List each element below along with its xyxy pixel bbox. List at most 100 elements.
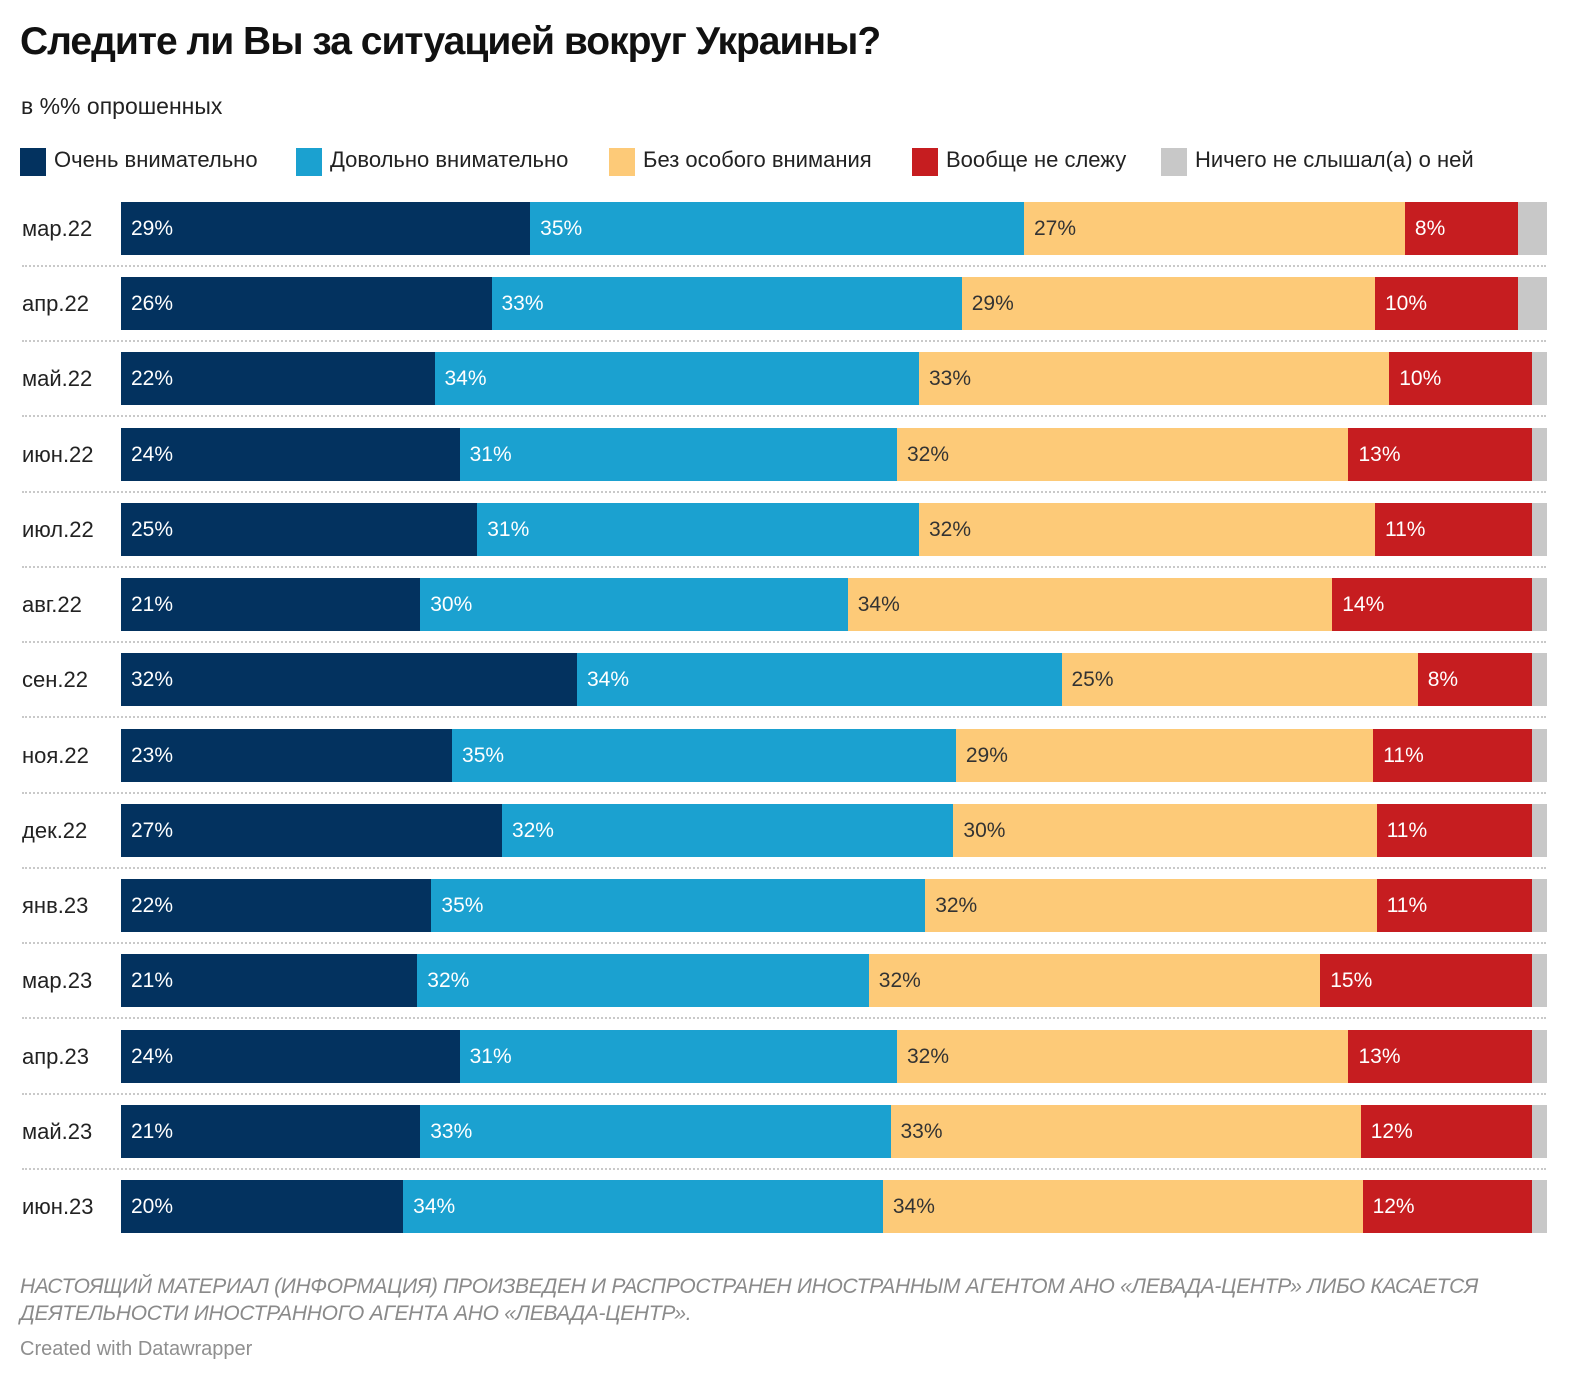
bar-segment: 24% [121, 428, 461, 481]
data-label: 25% [1071, 668, 1114, 691]
data-label: 10% [1399, 367, 1442, 390]
data-label: 32% [427, 969, 470, 992]
data-label: 34% [857, 593, 900, 616]
chart-subtitle: в %% опрошенных [21, 93, 223, 119]
bar-segment: 29% [955, 729, 1374, 782]
data-label: 24% [131, 1045, 174, 1068]
bar-segment: 15% [1320, 954, 1533, 1007]
chart-notes: НАСТОЯЩИЙ МАТЕРИАЛ (ИНФОРМАЦИЯ) ПРОИЗВЕД… [20, 1275, 1479, 1325]
bar-segment: 35% [452, 729, 957, 782]
data-label: 34% [444, 367, 487, 390]
data-label: 11% [1386, 894, 1428, 917]
data-label: 12% [1372, 1195, 1415, 1218]
data-label: 33% [501, 292, 544, 315]
bar-segment: 11% [1376, 804, 1533, 857]
data-label: 32% [906, 1045, 950, 1068]
data-label: 29% [965, 744, 1008, 767]
bar-segment: 32% [121, 653, 578, 706]
bar-segment: 27% [121, 804, 503, 857]
bar-segment: 27% [1023, 202, 1406, 255]
bar-segment: 35% [530, 202, 1025, 255]
legend-swatch [296, 148, 322, 176]
bar-segment [1517, 277, 1547, 330]
bar-segment: 11% [1373, 729, 1533, 782]
category-label: янв.23 [22, 893, 89, 918]
bar-segment: 32% [868, 954, 1321, 1007]
data-label: 15% [1330, 969, 1373, 992]
bar-segment: 14% [1332, 578, 1533, 631]
data-label: 33% [900, 1120, 943, 1143]
bar-segment [1531, 1105, 1547, 1158]
bar-segment [1531, 804, 1547, 857]
bar-segment: 31% [459, 1030, 898, 1083]
row-separator [22, 867, 1546, 869]
data-label: 12% [1370, 1120, 1413, 1143]
data-label: 25% [131, 518, 174, 541]
data-label: 29% [971, 292, 1014, 315]
data-label: 27% [1033, 217, 1076, 240]
bar-segment [1531, 428, 1547, 481]
bar-segment: 34% [882, 1180, 1364, 1233]
row-separator [22, 716, 1546, 718]
data-label: 30% [963, 819, 1006, 842]
data-label: 22% [131, 367, 174, 390]
bar-segment: 32% [919, 503, 1376, 556]
legend-label: Без особого внимания [643, 147, 872, 172]
bar-segment [1531, 352, 1547, 405]
chart-credit: Created with Datawrapper [20, 1338, 253, 1360]
bar-segment: 30% [953, 804, 1378, 857]
data-label: 34% [413, 1195, 456, 1218]
data-label: 8% [1414, 217, 1446, 240]
bar-segment [1531, 1030, 1547, 1083]
bar-segment: 20% [121, 1180, 404, 1233]
data-label: 32% [131, 668, 174, 691]
bar-segment: 32% [925, 879, 1378, 932]
bar-segment: 22% [121, 352, 436, 405]
data-label: 21% [131, 1120, 174, 1143]
data-label: 11% [1383, 744, 1424, 767]
data-label: 31% [469, 443, 512, 466]
category-label: май.23 [22, 1119, 93, 1144]
bar-segment: 33% [919, 352, 1390, 405]
data-label: 24% [131, 443, 174, 466]
bar-segment: 12% [1362, 1180, 1533, 1233]
bar-segment: 11% [1375, 503, 1533, 556]
bar-segment: 34% [403, 1180, 884, 1233]
data-label: 21% [131, 969, 174, 992]
bar-segment: 33% [890, 1105, 1362, 1158]
data-label: 13% [1358, 1045, 1401, 1068]
bar-segment: 21% [121, 578, 421, 631]
data-label: 29% [131, 217, 174, 240]
row-separator [22, 491, 1546, 493]
legend-swatch [1161, 148, 1187, 176]
bar-segment: 31% [477, 503, 920, 556]
data-label: 35% [462, 744, 505, 767]
category-label: апр.23 [22, 1044, 89, 1069]
legend-label: Ничего не слышал(а) о ней [1195, 147, 1474, 172]
bar-segment: 25% [121, 503, 478, 556]
bar-segment: 23% [121, 729, 453, 782]
data-label: 11% [1385, 518, 1426, 541]
category-label: июн.23 [22, 1194, 94, 1219]
data-label: 22% [131, 894, 174, 917]
data-label: 32% [935, 894, 978, 917]
data-label: 32% [511, 819, 554, 842]
row-separator [22, 265, 1546, 267]
bar-segment: 33% [491, 277, 963, 330]
bar-segment [1531, 653, 1547, 706]
legend-swatch [20, 148, 46, 176]
bar-segment: 26% [121, 277, 493, 330]
data-label: 31% [469, 1045, 512, 1068]
category-label: авг.22 [22, 592, 82, 617]
bar-segment [1517, 202, 1547, 255]
category-label: сен.22 [22, 667, 88, 692]
data-label: 34% [892, 1195, 935, 1218]
data-label: 11% [1386, 819, 1428, 842]
legend-label: Очень внимательно [54, 147, 258, 172]
bar-segment: 29% [961, 277, 1376, 330]
category-label: мар.22 [22, 216, 93, 241]
category-label: май.22 [22, 366, 93, 391]
data-label: 14% [1342, 593, 1385, 616]
row-separator [22, 792, 1546, 794]
bar-segment: 24% [121, 1030, 461, 1083]
